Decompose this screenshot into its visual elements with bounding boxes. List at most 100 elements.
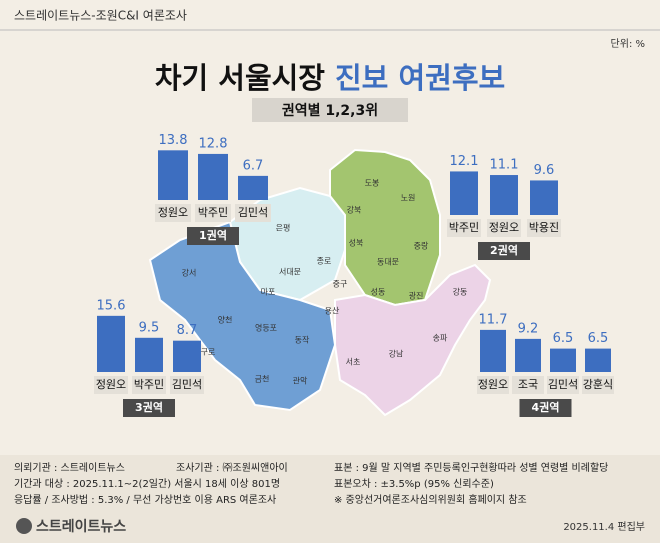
value-label: 15.6 bbox=[97, 298, 126, 313]
district-label: 마포 bbox=[261, 288, 276, 297]
subtitle: 권역별 1,2,3위 bbox=[282, 102, 378, 119]
value-label: 8.7 bbox=[177, 323, 198, 338]
name-box bbox=[195, 204, 231, 222]
district-label: 강남 bbox=[389, 349, 404, 359]
footer-period: 기간과 대상 : 2025.11.1~2(2일간) 서울시 18세 이상 801… bbox=[14, 478, 280, 490]
region-box bbox=[519, 399, 572, 417]
district-label: 은평 bbox=[276, 223, 291, 233]
bar bbox=[173, 340, 201, 372]
category-label: 박용진 bbox=[529, 221, 559, 234]
value-label: 9.6 bbox=[534, 163, 555, 178]
district-label: 종로 bbox=[317, 257, 332, 266]
district-label: 성동 bbox=[371, 288, 386, 297]
name-box bbox=[155, 204, 191, 222]
district-label: 송파 bbox=[433, 334, 448, 343]
bar bbox=[97, 315, 125, 372]
category-label: 박주민 bbox=[134, 378, 164, 391]
bar bbox=[490, 175, 518, 215]
region-label: 4권역 bbox=[532, 400, 560, 414]
category-label: 정원오 bbox=[489, 221, 519, 234]
name-box bbox=[132, 376, 166, 394]
footer-client: 의뢰기관 : 스트레이트뉴스 bbox=[14, 462, 125, 474]
footer-method: 응답률 / 조사방법 : 5.3% / 무선 가상번호 이용 ARS 여론조사 bbox=[14, 494, 276, 506]
category-label: 정원오 bbox=[478, 378, 508, 391]
category-label: 김민석 bbox=[238, 206, 268, 219]
footer-date: 2025.11.4 편집부 bbox=[563, 521, 645, 533]
name-box bbox=[170, 376, 204, 394]
name-box bbox=[235, 204, 271, 222]
value-label: 11.1 bbox=[490, 158, 519, 173]
name-box bbox=[487, 219, 521, 237]
title-accent: 진보 여권후보 bbox=[335, 61, 505, 95]
title: 차기 서울시장 진보 여권후보 bbox=[155, 61, 505, 95]
region-label: 3권역 bbox=[135, 400, 163, 414]
district-label: 동작 bbox=[295, 335, 310, 345]
name-box bbox=[527, 219, 561, 237]
category-label: 정원오 bbox=[158, 206, 188, 219]
category-label: 김민석 bbox=[172, 378, 202, 391]
value-label: 11.7 bbox=[479, 312, 508, 327]
district-label: 성북 bbox=[349, 239, 364, 248]
bar bbox=[530, 180, 558, 215]
district-label: 양천 bbox=[218, 315, 233, 325]
district-label: 금천 bbox=[255, 374, 270, 384]
name-box bbox=[512, 376, 544, 394]
category-label: 조국 bbox=[518, 378, 538, 391]
region-box bbox=[187, 227, 239, 245]
district-label: 구로 bbox=[201, 348, 216, 357]
value-label: 6.5 bbox=[588, 331, 609, 346]
bar bbox=[238, 175, 268, 200]
footer-agency: 조사기관 : ㈜조원씨앤아이 bbox=[176, 461, 288, 474]
name-box bbox=[547, 376, 579, 394]
category-label: 박주민 bbox=[198, 206, 228, 219]
category-label: 김민석 bbox=[548, 378, 578, 391]
bar bbox=[198, 153, 228, 200]
value-label: 9.5 bbox=[139, 320, 160, 335]
category-label: 강훈식 bbox=[583, 378, 613, 391]
district-label: 도봉 bbox=[365, 179, 380, 188]
district-label: 중구 bbox=[333, 280, 348, 289]
subtitle-box bbox=[252, 98, 408, 122]
name-box bbox=[94, 376, 128, 394]
name-box bbox=[447, 219, 481, 237]
region-4 bbox=[334, 263, 492, 417]
region-box bbox=[123, 399, 175, 417]
bar bbox=[450, 171, 478, 215]
district-label: 서초 bbox=[346, 358, 361, 367]
district-label: 동대문 bbox=[377, 258, 399, 267]
bar bbox=[135, 337, 163, 372]
value-label: 6.7 bbox=[243, 158, 264, 173]
bar bbox=[585, 348, 611, 372]
bar bbox=[515, 338, 541, 372]
unit: 단위: % bbox=[611, 37, 645, 50]
district-label: 강북 bbox=[347, 205, 362, 215]
footer-sample: 표본 : 9월 말 지역별 주민등록인구현황따라 성별 연령별 비례할당 bbox=[334, 462, 608, 474]
value-label: 12.1 bbox=[450, 154, 479, 169]
bar bbox=[550, 348, 576, 372]
name-box bbox=[582, 376, 614, 394]
value-label: 6.5 bbox=[553, 331, 574, 346]
region-box bbox=[478, 242, 530, 260]
value-label: 12.8 bbox=[199, 136, 228, 151]
district-label: 노원 bbox=[401, 194, 416, 203]
value-label: 9.2 bbox=[518, 321, 539, 336]
category-label: 정원오 bbox=[96, 378, 126, 391]
title-main: 차기 서울시장 bbox=[155, 61, 325, 95]
source: 스트레이트뉴스-조원C&I 여론조사 bbox=[14, 9, 187, 23]
district-label: 강동 bbox=[453, 287, 468, 297]
district-label: 광진 bbox=[409, 291, 424, 301]
footer-error: 표본오차 : ±3.5%p (95% 신뢰수준) bbox=[334, 478, 494, 490]
district-label: 강서 bbox=[182, 268, 197, 278]
category-label: 박주민 bbox=[449, 221, 479, 234]
district-label: 용산 bbox=[325, 306, 340, 316]
logo: 스트레이트뉴스 bbox=[36, 518, 126, 535]
district-label: 관악 bbox=[293, 376, 308, 386]
value-label: 13.8 bbox=[159, 133, 188, 148]
footer-band bbox=[0, 455, 660, 543]
footer-note: ※ 중앙선거여론조사심의위원회 홈페이지 참조 bbox=[334, 493, 527, 506]
logo-icon bbox=[16, 518, 32, 534]
district-label: 중랑 bbox=[414, 241, 429, 251]
district-label: 서대문 bbox=[279, 268, 301, 277]
region-label: 2권역 bbox=[490, 243, 518, 257]
